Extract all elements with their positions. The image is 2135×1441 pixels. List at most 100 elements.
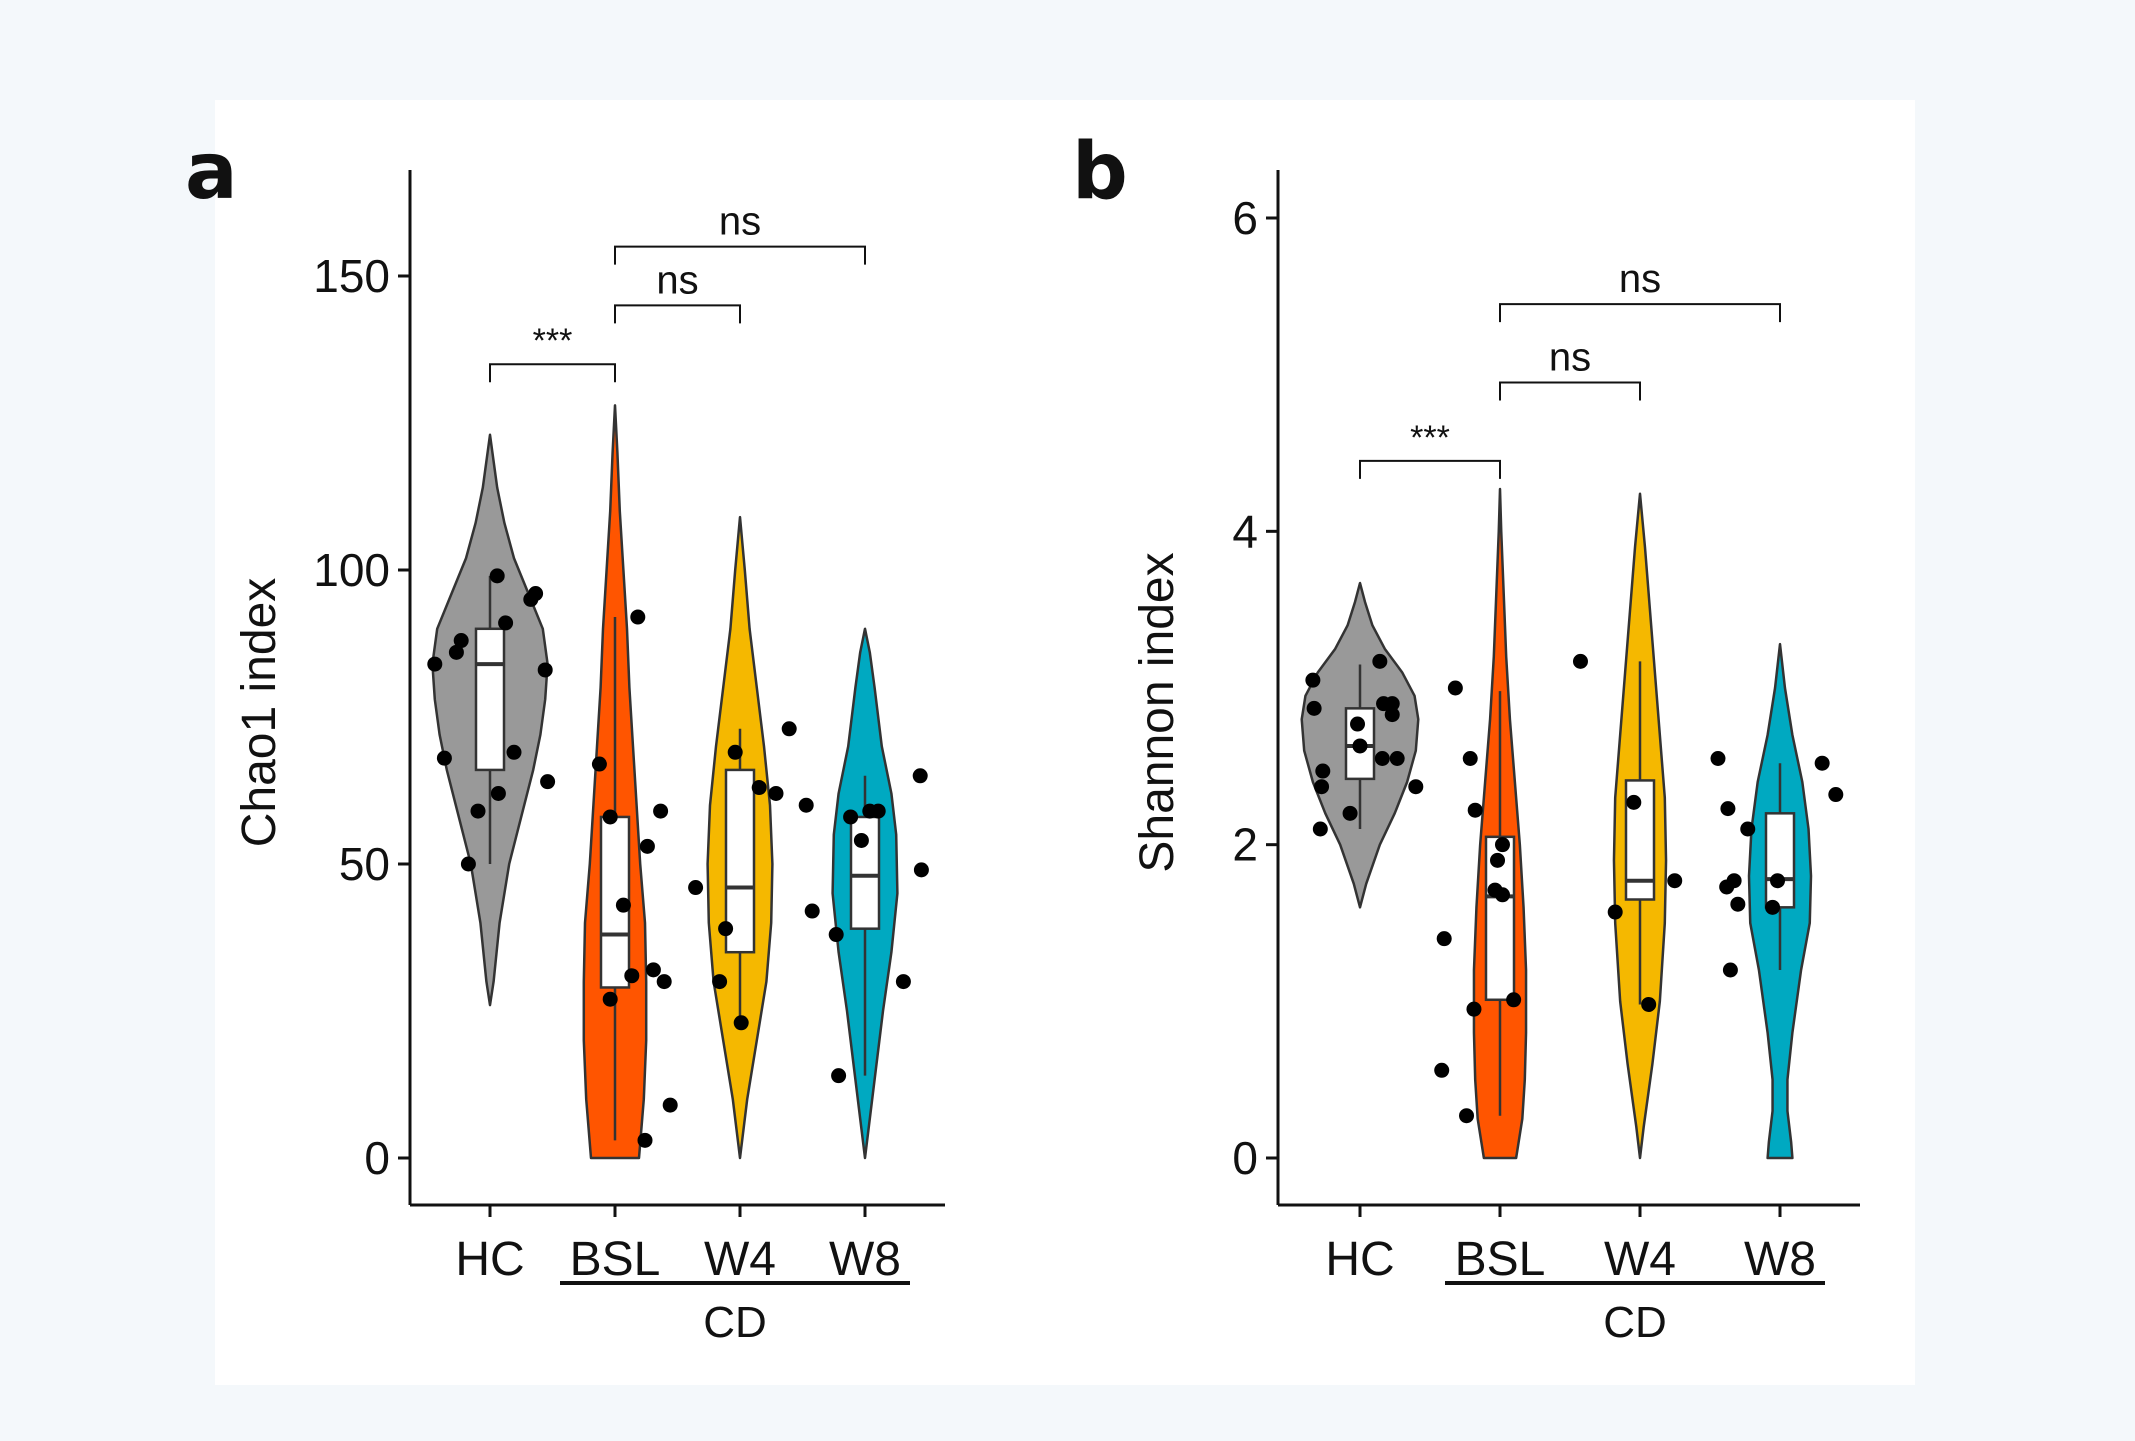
panel-b-x-tick-label: W4 [1604, 1233, 1676, 1286]
panel-b-data-point-bsl [1462, 751, 1478, 766]
panel-b-data-point-bsl [1447, 680, 1463, 696]
panel-a-data-point-w8 [843, 809, 859, 825]
panel-b-y-tick-label: 2 [1232, 819, 1258, 871]
panel-b-x-tick-label: HC [1325, 1233, 1394, 1286]
panel-a-y-tick-label: 0 [364, 1132, 390, 1184]
panel-a-data-point-w8 [804, 903, 820, 919]
panel-b-data-point-bsl [1459, 1108, 1475, 1124]
panel-a-data-point-w4 [751, 780, 767, 796]
panel-b-box-w8 [1764, 812, 1796, 909]
panel-a-significance-bracket [614, 245, 866, 265]
panel-a-data-point-w4 [781, 721, 797, 737]
panel-b-data-point-w4 [1626, 794, 1642, 810]
panel-a-x-tick-label: W8 [829, 1233, 901, 1286]
panel-a-data-point-hc [540, 774, 556, 790]
panel-a-data-point-w8 [798, 797, 814, 813]
panel-b-data-point-hc [1306, 700, 1322, 716]
panel-a-y-tick-label: 150 [313, 250, 390, 302]
panel-b-data-point-bsl [1494, 837, 1510, 853]
panel-a-data-point-hc [470, 803, 486, 819]
panel-b-data-point-bsl [1506, 992, 1522, 1008]
panel-a-data-point-w8 [870, 803, 886, 819]
panel-a-significance-label: ns [719, 200, 761, 244]
panel-b-data-point-bsl [1494, 887, 1510, 903]
panel-a-data-point-hc [489, 568, 505, 584]
panel-b-data-point-hc [1314, 779, 1330, 795]
panel-a-data-point-bsl [639, 838, 655, 854]
panel-b-data-point-hc [1315, 763, 1331, 779]
panel-a-x-tick-label: W4 [704, 1233, 776, 1286]
panel-b-data-point-w8 [1740, 821, 1756, 837]
panel-b-data-point-w8 [1730, 896, 1746, 912]
panel-a-data-point-hc [427, 656, 443, 672]
panel-a-y-tick-label: 100 [313, 544, 390, 596]
panel-b-data-point-hc [1372, 653, 1388, 669]
panel-a-box-w8 [849, 815, 881, 930]
panel-b-data-point-w8 [1770, 873, 1786, 889]
panel-a-box-hc [474, 627, 506, 772]
panel-a-data-point-bsl [656, 974, 672, 990]
panel-a-data-point-hc [436, 750, 452, 766]
panel-b-data-point-w4 [1572, 653, 1588, 669]
panel-a-data-point-bsl [645, 962, 661, 978]
panel-a-data-point-w4 [733, 1015, 749, 1031]
panel-b-cd-group-label: CD [1603, 1298, 1667, 1347]
panel-a-data-point-hc [498, 615, 514, 631]
panel-b-data-point-hc [1384, 696, 1400, 712]
panel-a-data-point-hc [460, 856, 476, 872]
panel-b-data-point-w8 [1722, 962, 1738, 978]
panel-b-y-tick-label: 0 [1232, 1132, 1258, 1184]
panel-b-data-point-w8 [1710, 751, 1726, 766]
panel-a-data-point-hc [506, 744, 522, 760]
panel-b-significance-bracket [1499, 381, 1641, 401]
panel-a-significance-label: *** [533, 322, 573, 360]
panel-b-data-point-w4 [1607, 904, 1623, 920]
panel-a-x-tick-label: BSL [570, 1233, 661, 1286]
panel-a-data-point-w4 [727, 744, 743, 760]
panel-b-x-tick-label: BSL [1455, 1233, 1546, 1286]
panel-a-data-point-bsl [653, 803, 669, 819]
panel-b-data-point-hc [1342, 805, 1358, 821]
panel-a-x-tick-label: HC [455, 1233, 524, 1286]
panel-b-data-point-w8 [1828, 787, 1844, 803]
panel-b-data-point-w4 [1667, 873, 1683, 889]
panel-b-data-point-w8 [1814, 755, 1830, 771]
panel-a: a Chao1 index CD 0 50 100 150 HC BSL W4 W8 *** ns… [185, 127, 945, 1347]
panel-a-data-point-w4 [712, 974, 728, 990]
panel-b-data-point-bsl [1466, 1001, 1482, 1017]
panel-a-data-point-hc [528, 586, 544, 602]
panel-a-data-point-hc [448, 644, 464, 660]
panel-b-data-point-bsl [1467, 802, 1483, 818]
panel-b-data-point-hc [1374, 751, 1390, 766]
panel-a-data-point-w8 [828, 927, 844, 943]
panel-a-cd-group-label: CD [703, 1298, 767, 1347]
panel-a-data-point-bsl [662, 1097, 678, 1113]
panel-b-significance-bracket [1499, 303, 1781, 323]
panel-a-data-point-hc [453, 633, 469, 649]
panel-b-significance-label: ns [1549, 336, 1591, 380]
panel-a-data-point-bsl [602, 991, 618, 1007]
panel-a-data-point-w8 [895, 974, 911, 990]
panel-b-data-point-bsl [1434, 1062, 1450, 1078]
panel-b-y-tick-label: 6 [1232, 192, 1258, 244]
panel-b-data-point-hc [1389, 751, 1405, 766]
panel-a-data-point-w8 [831, 1068, 847, 1084]
panel-a-data-point-bsl [615, 897, 631, 913]
panel-a-letter: a [185, 127, 238, 217]
panel-a-data-point-bsl [630, 609, 646, 625]
panel-b-data-point-bsl [1436, 931, 1452, 947]
panel-a-data-point-w4 [768, 785, 784, 801]
panel-a-data-point-hc [537, 662, 553, 678]
panel-b-data-point-hc [1305, 672, 1321, 688]
panel-a-data-point-w8 [913, 862, 929, 878]
panel-b-data-point-hc [1384, 707, 1400, 723]
panel-b-data-point-bsl [1490, 852, 1506, 868]
panel-b-data-point-w8 [1720, 801, 1736, 817]
panel-b-data-point-hc [1408, 779, 1424, 795]
panel-a-box-w4 [724, 768, 756, 954]
panel-a-data-point-hc [490, 785, 506, 801]
panel-b-y-axis-label: Shannon index [1131, 552, 1184, 872]
